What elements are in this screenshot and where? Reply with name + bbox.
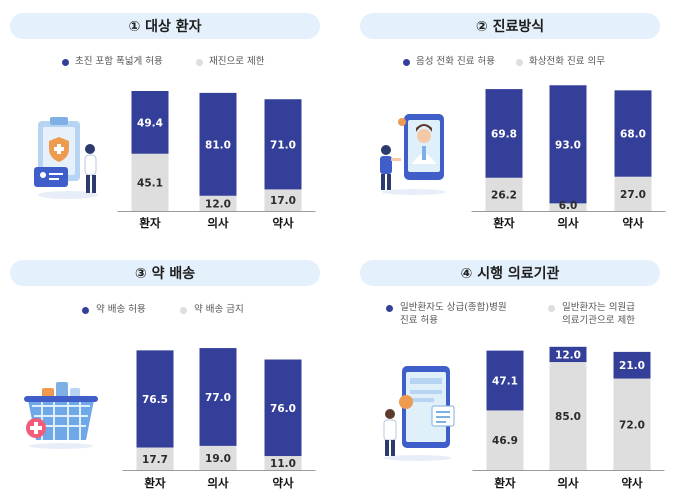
bar-primary <box>614 90 652 177</box>
bar-secondary <box>486 410 524 470</box>
legend-label-primary: 초진 포함 폭넓게 허용 <box>75 56 163 67</box>
legend: 일반환자도 상급(종합)병원 진료 허용 일반환자는 의원급 의료기관으로 제한 <box>340 302 680 332</box>
category-label: 환자 <box>144 476 166 490</box>
bar-value-primary: 12.0 <box>555 349 581 361</box>
bar-value-secondary: 46.9 <box>492 435 518 447</box>
bar-primary <box>549 346 587 363</box>
bar-value-secondary: 17.0 <box>270 195 296 207</box>
medicine-basket-icon <box>24 382 98 449</box>
bar-value-secondary: 85.0 <box>555 411 581 423</box>
bar-value-secondary: 12.0 <box>205 198 231 210</box>
bar-value-primary: 81.0 <box>205 139 231 151</box>
bar-value-secondary: 11.0 <box>270 458 296 470</box>
legend: 음성 전화 진료 허용 화상전화 진료 의무 <box>340 56 680 80</box>
category-label: 환자 <box>493 216 515 230</box>
category-label: 약사 <box>621 476 643 490</box>
bar-value-secondary: 19.0 <box>205 453 231 465</box>
legend-dot-primary <box>386 305 393 312</box>
legend: 약 배송 허용 약 배송 금지 <box>0 304 340 328</box>
bar-primary <box>264 99 302 190</box>
panel-treatment-method: ② 진료방식 음성 전화 진료 허용 화상전화 진료 의무 69.8 26.2 환자… <box>340 0 680 252</box>
bar-secondary <box>264 189 302 211</box>
panel-title: ① 대상 환자 <box>10 13 320 39</box>
bar-secondary <box>549 362 587 470</box>
panel-title: ④ 시행 의료기관 <box>360 260 660 286</box>
bar-value-primary: 49.4 <box>137 117 163 129</box>
bar-value-primary: 21.0 <box>619 360 645 372</box>
bar-primary <box>485 89 523 178</box>
legend-label-primary: 약 배송 허용 <box>96 304 146 315</box>
legend-dot-primary <box>403 59 410 66</box>
bar-value-primary: 47.1 <box>492 376 518 388</box>
category-label: 환자 <box>139 216 161 230</box>
legend-label-primary-line1: 일반환자도 상급(종합)병원 <box>400 302 507 313</box>
bar-secondary <box>614 176 652 211</box>
bar-secondary <box>199 445 237 470</box>
clipboard-shield-icon <box>34 117 98 199</box>
bar-secondary <box>485 177 523 211</box>
bar-value-primary: 68.0 <box>620 129 646 141</box>
bar-secondary <box>131 153 169 211</box>
legend-dot-secondary <box>548 305 555 312</box>
bar-value-secondary: 27.0 <box>620 189 646 201</box>
panel-drug-delivery: ③ 약 배송 약 배송 허용 약 배송 금지 76.5 17.7 환자 77.0 19.… <box>0 252 340 504</box>
bar-secondary <box>613 378 651 470</box>
bar-value-primary: 69.8 <box>491 128 517 140</box>
bar-value-primary: 71.0 <box>270 139 296 151</box>
bar-primary <box>549 85 587 204</box>
bar-value-secondary: 45.1 <box>137 177 163 189</box>
bar-primary <box>613 351 651 379</box>
bar-chart: 47.1 46.9 환자 12.0 85.0 의사 21.0 72.0 약사 <box>472 346 665 490</box>
bar-value-secondary: 72.0 <box>619 419 645 431</box>
panel-title: ③ 약 배송 <box>10 260 320 286</box>
legend: 초진 포함 폭넓게 허용 재진으로 제한 <box>0 56 340 80</box>
legend-label-primary-line2: 진료 허용 <box>400 315 438 326</box>
legend-label-secondary-line1: 일반환자는 의원급 <box>562 302 635 313</box>
bar-value-primary: 93.0 <box>555 139 581 151</box>
bar-value-primary: 76.5 <box>142 394 168 406</box>
panel-title: ② 진료방식 <box>360 13 660 39</box>
panel-medical-institution: ④ 시행 의료기관 일반환자도 상급(종합)병원 진료 허용 일반환자는 의원급… <box>340 252 680 504</box>
bar-primary <box>264 359 302 457</box>
bar-secondary <box>549 203 587 211</box>
category-label: 약사 <box>622 216 644 230</box>
legend-label-secondary: 재진으로 제한 <box>209 56 265 67</box>
legend-label-primary: 음성 전화 진료 허용 <box>416 56 495 67</box>
bar-value-secondary: 6.0 <box>559 200 578 212</box>
category-label: 의사 <box>207 216 229 230</box>
legend-dot-secondary <box>516 59 523 66</box>
legend-label-secondary-line2: 의료기관으로 제한 <box>562 315 635 326</box>
bar-chart: 49.4 45.1 환자 81.0 12.0 의사 71.0 17.0 약사 <box>117 90 316 230</box>
hospital-tablet-icon <box>383 366 455 461</box>
bar-chart: 69.8 26.2 환자 93.0 6.0 의사 68.0 27.0 약사 <box>471 85 666 230</box>
category-label: 환자 <box>494 476 516 490</box>
legend-dot-primary <box>62 59 69 66</box>
bar-secondary <box>136 447 174 470</box>
legend-dot-primary <box>82 307 89 314</box>
category-label: 의사 <box>557 476 579 490</box>
category-label: 의사 <box>207 476 229 490</box>
legend-label-secondary: 화상전화 진료 의무 <box>529 56 605 67</box>
category-label: 약사 <box>272 476 294 490</box>
legend-label-secondary: 약 배송 금지 <box>194 304 244 315</box>
bar-primary <box>486 350 524 411</box>
bar-value-primary: 76.0 <box>270 403 296 415</box>
category-label: 약사 <box>272 216 294 230</box>
bar-primary <box>131 90 169 154</box>
legend-dot-secondary <box>196 59 203 66</box>
video-doctor-icon <box>380 114 446 195</box>
legend-dot-secondary <box>180 307 187 314</box>
bar-value-primary: 77.0 <box>205 392 231 404</box>
bar-secondary <box>199 195 237 211</box>
bar-chart: 76.5 17.7 환자 77.0 19.0 의사 76.0 11.0 약사 <box>122 348 316 490</box>
bar-primary <box>136 350 174 448</box>
panel-target-patients: ① 대상 환자 초진 포함 폭넓게 허용 재진으로 제한 49.4 45.1 환자 8… <box>0 0 340 252</box>
category-label: 의사 <box>557 216 579 230</box>
bar-primary <box>199 348 237 446</box>
bar-primary <box>199 92 237 196</box>
bar-secondary <box>264 456 302 470</box>
bar-value-secondary: 26.2 <box>491 189 517 201</box>
bar-value-secondary: 17.7 <box>142 454 168 466</box>
